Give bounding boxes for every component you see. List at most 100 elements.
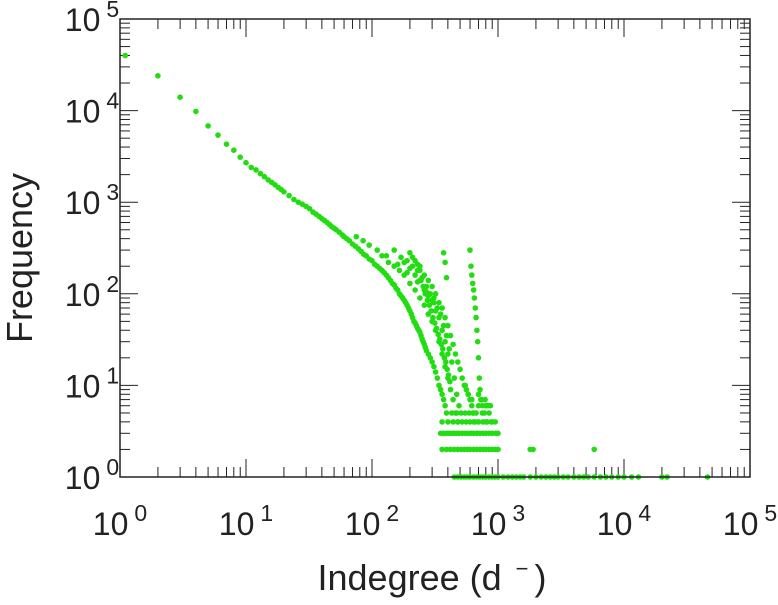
x-tick-label: 10 1 <box>219 500 273 542</box>
y-tick-label: 10 1 <box>65 362 119 404</box>
x-tick-label: 10 5 <box>723 500 777 542</box>
data-point <box>439 419 445 425</box>
data-point <box>453 391 460 398</box>
data-point <box>474 327 480 334</box>
y-axis-label: Frequency <box>0 173 40 343</box>
data-point <box>475 402 482 409</box>
data-point <box>442 402 448 409</box>
data-point <box>428 308 435 314</box>
data-point <box>484 419 490 425</box>
data-point <box>475 355 482 361</box>
data-point <box>456 402 462 409</box>
data-point <box>439 327 445 334</box>
data-point <box>468 263 474 270</box>
data-point <box>379 253 385 259</box>
data-point <box>440 346 446 352</box>
data-point <box>418 277 424 284</box>
data-points <box>122 52 711 480</box>
data-point <box>366 242 373 248</box>
data-point <box>445 351 451 357</box>
data-point <box>451 375 458 381</box>
x-axis-label: Indegree (d −) <box>318 556 547 598</box>
data-point <box>435 331 442 338</box>
data-point <box>422 291 429 297</box>
data-point <box>421 302 428 309</box>
data-point <box>439 305 445 311</box>
data-point <box>440 396 447 403</box>
data-point <box>243 159 249 166</box>
data-point <box>439 446 445 453</box>
data-point <box>530 446 536 453</box>
data-point <box>465 391 472 398</box>
data-point <box>445 372 452 378</box>
data-point <box>472 305 479 311</box>
data-point <box>407 250 413 256</box>
data-point <box>425 277 432 284</box>
data-point <box>449 359 455 365</box>
data-point <box>434 375 441 381</box>
data-point <box>443 359 449 365</box>
data-point <box>231 147 237 153</box>
data-point <box>470 419 477 425</box>
data-point <box>407 280 413 287</box>
data-point <box>462 382 469 389</box>
data-point <box>457 366 463 373</box>
data-point <box>480 419 486 425</box>
data-point <box>440 322 447 329</box>
data-point <box>401 259 408 266</box>
data-point <box>432 308 439 314</box>
data-point <box>177 94 183 100</box>
x-tick-label: 10 2 <box>345 500 399 542</box>
y-tick-label: 10 5 <box>65 0 119 38</box>
data-point <box>286 192 292 199</box>
data-point <box>476 375 483 381</box>
data-point <box>193 108 199 115</box>
data-point <box>443 274 450 281</box>
data-point <box>430 314 436 321</box>
data-point <box>477 386 483 393</box>
data-point <box>446 346 453 352</box>
data-point <box>439 391 445 398</box>
data-point <box>432 291 439 297</box>
data-point <box>432 320 438 326</box>
data-point <box>436 314 442 321</box>
data-point <box>429 359 435 365</box>
data-point <box>427 355 434 361</box>
data-point <box>449 410 455 416</box>
data-point <box>436 382 442 389</box>
data-point <box>458 410 465 416</box>
data-point <box>248 164 254 171</box>
data-point <box>306 205 313 212</box>
data-point <box>442 259 448 266</box>
data-point <box>122 52 128 59</box>
y-tick-label: 10 2 <box>65 271 119 313</box>
data-point <box>469 402 475 409</box>
data-point <box>591 446 597 453</box>
data-point <box>432 369 439 375</box>
y-tick-label: 10 3 <box>65 179 119 221</box>
data-point <box>398 254 404 261</box>
data-point <box>412 272 418 278</box>
data-point <box>291 196 297 203</box>
data-point <box>437 336 443 342</box>
data-point <box>257 170 264 177</box>
data-point <box>421 272 428 278</box>
data-point <box>374 247 381 253</box>
data-point <box>436 299 442 306</box>
x-axis-label-close: ) <box>535 557 547 598</box>
data-point <box>431 295 437 301</box>
tick-labels: 10 0 10 1 10 2 10 3 10 4 10 5 10 0 10 1 10 2 10 3 10 4 10 5 <box>65 0 777 542</box>
data-point <box>420 283 427 290</box>
data-point <box>486 410 492 416</box>
y-tick-label: 10 0 <box>65 454 119 496</box>
data-point <box>437 386 444 393</box>
data-point <box>447 386 454 393</box>
x-axis-label-main: Indegree (d <box>318 557 502 598</box>
data-point <box>417 263 423 270</box>
data-point <box>450 396 456 403</box>
data-point <box>459 419 466 425</box>
data-point <box>223 141 230 147</box>
data-point <box>471 295 478 301</box>
